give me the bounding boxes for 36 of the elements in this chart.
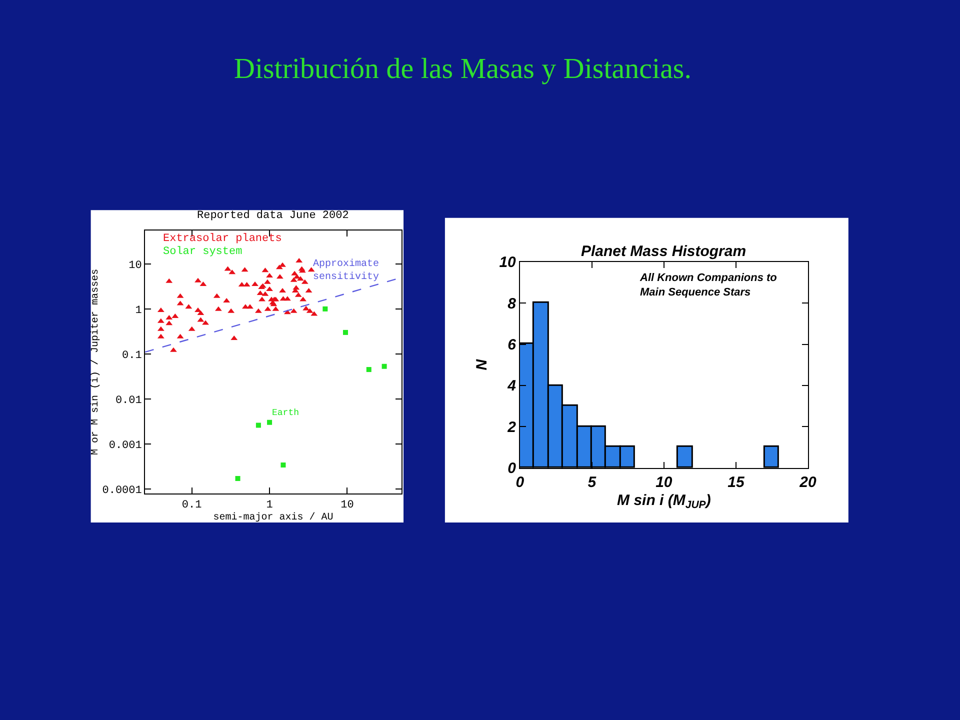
x-axis-title: semi-major axis / AU — [213, 511, 334, 524]
x-tick-label: 15 — [728, 474, 745, 491]
y-tick-label: 6 — [508, 336, 517, 354]
point — [256, 422, 261, 428]
y-tick-label: 10 — [128, 260, 142, 272]
point — [366, 367, 372, 372]
chart-title: Reported data June 2002 — [197, 210, 349, 222]
y-axis-title: M or M sin (i) / Jupiter masses — [89, 268, 102, 455]
y-tick-label: 10 — [499, 254, 517, 272]
y-tick-label: 8 — [508, 295, 517, 312]
y-tick-label: 4 — [506, 378, 517, 395]
x-tick-label: 0.1 — [182, 499, 202, 512]
x-axis-title: M sin i (M$_{JUP}$) — [617, 492, 711, 512]
y-axis-title: N — [473, 358, 490, 370]
x-tick-label: 5 — [588, 474, 597, 491]
y-tick-label: 0.001 — [108, 440, 142, 452]
y-tick-label: 0.1 — [122, 350, 142, 362]
text: Distribución de las Masas y Distancias. — [234, 53, 692, 85]
point — [235, 476, 240, 482]
y-tick-label: 2 — [506, 418, 517, 436]
chart-title: Planet Mass Histogram — [581, 243, 746, 260]
text: Solar system — [163, 246, 243, 258]
y-tick-label: 0 — [508, 460, 517, 478]
point — [322, 306, 328, 312]
annotation: All Known Companions to Main Sequence Stars — [639, 272, 778, 298]
point — [343, 330, 348, 335]
y-tick-label: 0.01 — [115, 394, 142, 407]
x-tick-label: 10 — [340, 499, 354, 512]
x-tick-label: 1 — [266, 499, 274, 512]
series-label: Extrasolar planets — [163, 233, 282, 245]
y-tick-label: 0.0001 — [102, 484, 142, 497]
series-label: Approximate sensitivity — [313, 258, 380, 283]
x-tick-label: 20 — [798, 474, 817, 491]
y-tick-label: 1 — [135, 304, 142, 317]
annotation: Earth — [272, 408, 300, 418]
x-tick-label: 10 — [656, 474, 673, 491]
